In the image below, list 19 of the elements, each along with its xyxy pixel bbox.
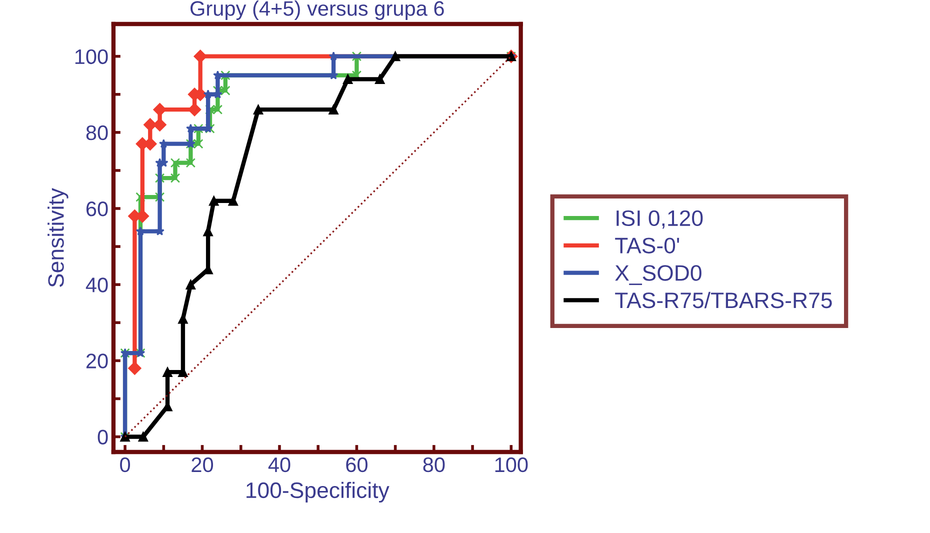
x-tick-label: 60 [346, 457, 368, 472]
y-tick-label: 40 [86, 278, 108, 292]
chart-title: Grupy (4+5) versus grupa 6 [190, 0, 444, 20]
y-axis-title: Sensitivity [48, 188, 68, 287]
x-tick-label: 80 [423, 457, 445, 472]
legend-label: X_SOD0 [615, 265, 702, 286]
y-tick-label: 20 [86, 354, 108, 368]
legend-label: TAS-R75/TBARS-R75 [615, 292, 832, 308]
y-tick-label: 80 [86, 125, 108, 140]
legend-label: TAS-0' [615, 238, 680, 254]
legend-label: ISI 0,120 [616, 210, 703, 229]
y-tick-label: 60 [86, 202, 108, 216]
y-tick-label: 100 [75, 49, 108, 64]
y-tick-label: 0 [98, 430, 108, 445]
x-axis-title: 100-Specificity [246, 482, 390, 503]
x-tick-label: 0 [120, 457, 130, 472]
x-tick-label: 20 [192, 457, 214, 472]
x-tick-label: 40 [268, 457, 290, 472]
x-tick-label: 100 [495, 457, 528, 472]
